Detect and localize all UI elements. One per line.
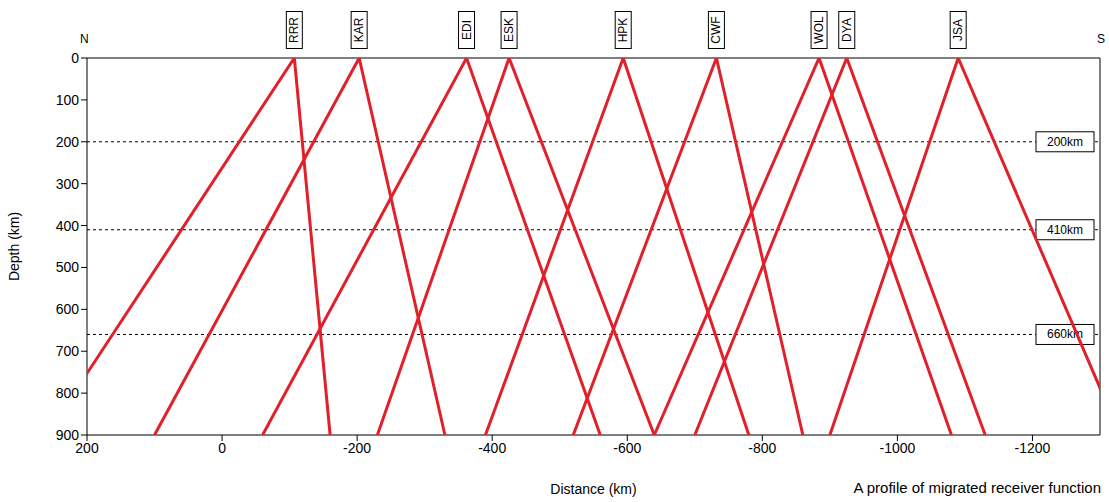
svg-text:-600: -600 bbox=[613, 440, 641, 456]
svg-text:100: 100 bbox=[56, 92, 80, 108]
svg-text:-800: -800 bbox=[748, 440, 776, 456]
svg-text:0: 0 bbox=[218, 440, 226, 456]
svg-text:JSA: JSA bbox=[951, 19, 965, 41]
svg-text:300: 300 bbox=[56, 176, 80, 192]
svg-text:900: 900 bbox=[56, 427, 80, 443]
svg-text:-1200: -1200 bbox=[1015, 440, 1051, 456]
svg-text:400: 400 bbox=[56, 218, 80, 234]
html-text:N: N bbox=[80, 32, 89, 46]
svg-text:700: 700 bbox=[56, 343, 80, 359]
html-text:A profile of migrated receiver: A profile of migrated receiver function bbox=[853, 479, 1101, 496]
svg-text:200: 200 bbox=[75, 439, 99, 456]
svg-text:Depth (km): Depth (km) bbox=[6, 212, 22, 281]
svg-text:DYA: DYA bbox=[840, 18, 854, 42]
svg-text:HPK: HPK bbox=[616, 18, 630, 43]
svg-text:-1000: -1000 bbox=[879, 440, 915, 456]
svg-text:0: 0 bbox=[71, 50, 79, 66]
svg-text:500: 500 bbox=[56, 259, 80, 275]
svg-text:410km: 410km bbox=[1047, 223, 1083, 237]
svg-text:200: 200 bbox=[56, 134, 80, 150]
svg-text:800: 800 bbox=[56, 385, 80, 401]
svg-text:RRR: RRR bbox=[287, 17, 301, 43]
svg-text:-200: -200 bbox=[343, 440, 371, 456]
svg-text:Distance (km): Distance (km) bbox=[550, 481, 636, 497]
svg-text:660km: 660km bbox=[1047, 327, 1083, 342]
svg-text:WOL: WOL bbox=[812, 16, 826, 44]
svg-text:EDI: EDI bbox=[460, 20, 474, 40]
html-text:S: S bbox=[1097, 32, 1105, 46]
svg-text:-400: -400 bbox=[478, 440, 506, 456]
svg-text:600: 600 bbox=[56, 301, 80, 317]
svg-text:ESK: ESK bbox=[502, 18, 516, 42]
svg-text:KAR: KAR bbox=[352, 17, 366, 42]
svg-text:200km: 200km bbox=[1047, 135, 1083, 149]
svg-text:CWF: CWF bbox=[709, 16, 723, 43]
